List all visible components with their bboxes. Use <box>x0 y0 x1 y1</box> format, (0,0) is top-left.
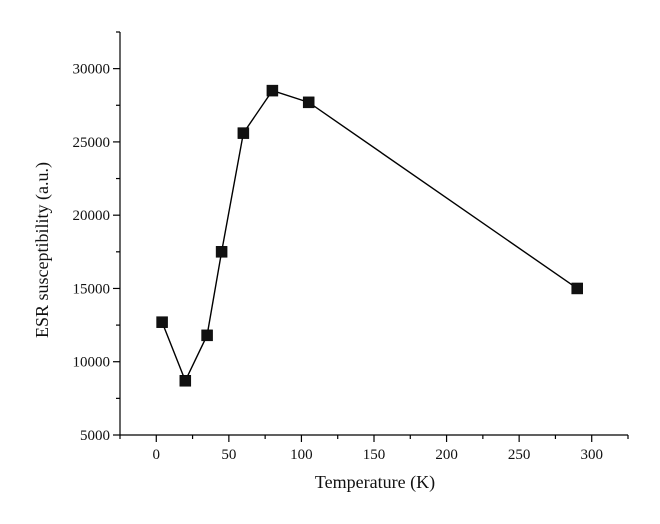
data-point <box>156 316 168 328</box>
data-point <box>215 246 228 258</box>
x-tick-label: 250 <box>508 447 531 463</box>
plot-area <box>156 84 583 387</box>
data-point <box>571 282 583 295</box>
y-tick-label: 10000 <box>73 355 111 371</box>
data-point <box>237 127 250 139</box>
data-point <box>179 375 192 387</box>
y-axis-title: ESR susceptibility (a.u.) <box>32 162 53 338</box>
x-tick-label: 100 <box>290 447 313 463</box>
axes: 0 50 100 150 200 250 300 5000 10000 15000 20000 250… <box>73 31 629 463</box>
y-tick-label: 25000 <box>73 135 111 151</box>
x-tick-label: 0 <box>153 447 161 463</box>
data-point <box>201 329 213 342</box>
x-tick-label: 150 <box>363 447 386 463</box>
y-tick-label: 20000 <box>73 208 111 224</box>
x-axis-title: Temperature (K) <box>315 472 435 493</box>
y-tick-label: 5000 <box>80 428 110 444</box>
x-tick-label: 200 <box>435 447 458 463</box>
x-tick-label: 50 <box>221 447 236 463</box>
data-point <box>266 84 279 97</box>
y-tick-label: 30000 <box>73 62 111 78</box>
y-tick-label: 15000 <box>73 281 111 297</box>
series-line <box>161 89 578 383</box>
data-point <box>302 96 315 109</box>
x-tick-label: 300 <box>580 447 603 463</box>
